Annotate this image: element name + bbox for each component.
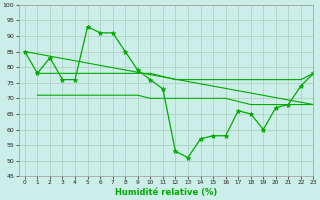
X-axis label: Humidité relative (%): Humidité relative (%) [115,188,217,197]
